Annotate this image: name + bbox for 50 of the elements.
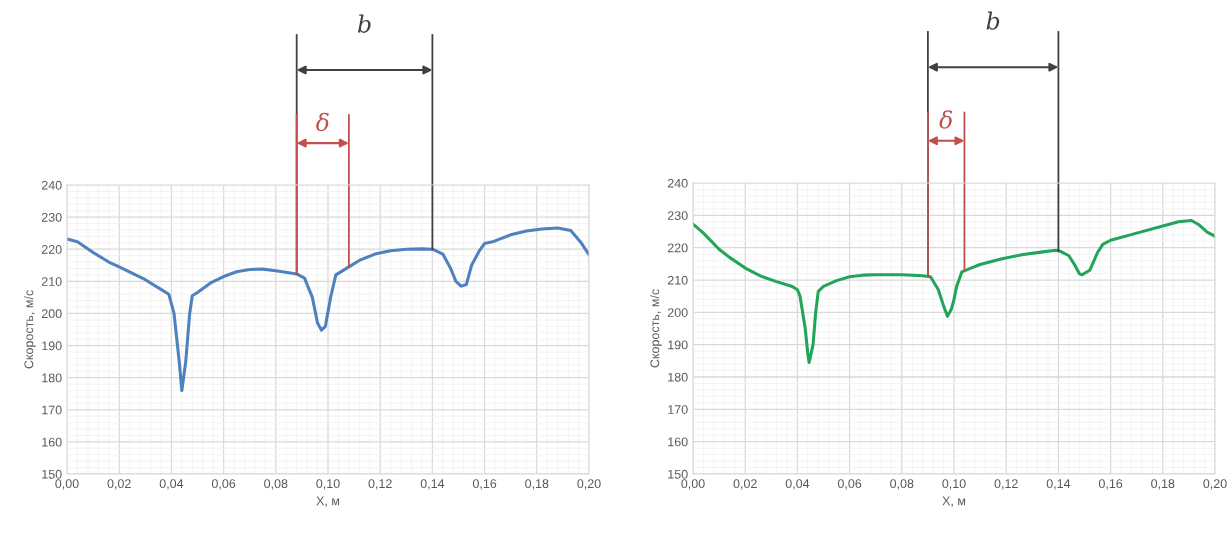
x-tick-label: 0,06 — [211, 479, 236, 490]
y-tick-label: 190 — [42, 341, 62, 351]
y-axis-title: Скорость, м/с — [650, 289, 662, 368]
y-tick-label: 180 — [668, 372, 688, 382]
x-tick-label: 0,18 — [1151, 479, 1175, 490]
x-tick-label: 0,00 — [55, 479, 79, 490]
x-tick-label: 0,04 — [785, 479, 810, 490]
x-tick-label: 0,16 — [472, 479, 497, 490]
ref-line-label: δ — [316, 112, 329, 132]
ref-line-label: b — [358, 14, 371, 33]
x-tick-label: 0,02 — [733, 479, 757, 490]
y-tick-label: 230 — [41, 212, 62, 222]
y-tick-label: 190 — [668, 340, 688, 350]
ref-line-label: δ — [939, 110, 953, 129]
y-tick-label: 210 — [667, 275, 688, 285]
x-tick-label: 0,12 — [368, 479, 392, 490]
y-tick-label: 230 — [667, 211, 688, 220]
x-tick-label: 0,20 — [1203, 479, 1227, 490]
x-tick-label: 0,18 — [525, 479, 549, 490]
x-tick-label: 0,20 — [577, 479, 601, 490]
x-axis-title: X, м — [942, 496, 966, 507]
y-tick-label: 150 — [668, 469, 688, 479]
y-tick-label: 240 — [667, 178, 688, 188]
x-tick-label: 0,08 — [264, 479, 288, 490]
x-tick-label: 0,04 — [159, 479, 184, 490]
y-tick-label: 160 — [668, 437, 688, 447]
y-tick-label: 210 — [41, 277, 62, 286]
x-tick-label: 0,10 — [942, 479, 966, 490]
y-tick-label: 220 — [41, 245, 62, 254]
x-axis-title: X, м — [316, 496, 340, 507]
x-tick-label: 0,12 — [994, 479, 1018, 490]
y-tick-label: 220 — [667, 243, 688, 253]
x-tick-label: 0,02 — [107, 479, 131, 490]
y-tick-label: 180 — [42, 373, 62, 383]
y-tick-label: 240 — [41, 180, 62, 190]
x-tick-label: 0,14 — [1046, 479, 1071, 490]
y-tick-label: 200 — [667, 308, 688, 317]
y-tick-label: 200 — [41, 309, 62, 319]
y-axis-title: Скорость, м/с — [24, 290, 36, 369]
y-tick-label: 170 — [42, 405, 62, 415]
ref-line-label: b — [986, 11, 1000, 30]
y-tick-label: 160 — [42, 437, 62, 447]
x-tick-label: 0,06 — [837, 479, 862, 490]
x-tick-label: 0,16 — [1098, 479, 1123, 490]
y-tick-label: 170 — [668, 405, 688, 414]
x-tick-label: 0,00 — [681, 479, 705, 490]
x-tick-label: 0,14 — [420, 479, 445, 490]
x-tick-label: 0,08 — [890, 479, 914, 490]
x-tick-label: 0,10 — [316, 479, 340, 490]
y-tick-label: 150 — [42, 469, 62, 479]
